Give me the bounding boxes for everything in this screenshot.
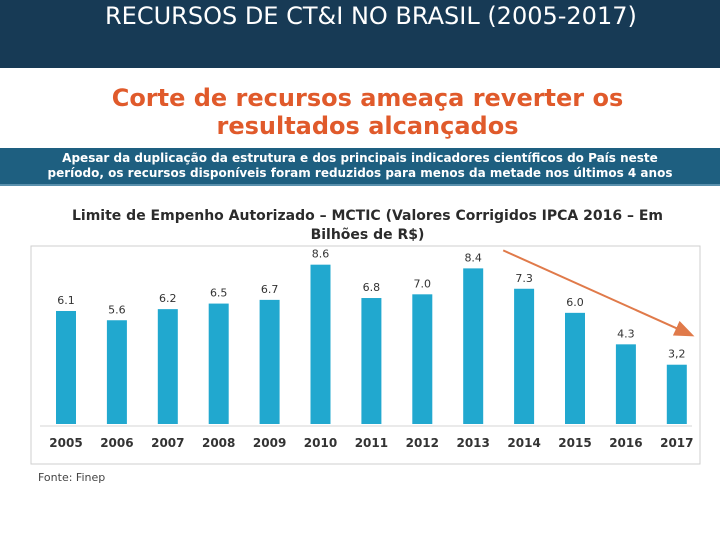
x-tick-2016: 2016 <box>609 436 642 450</box>
banner-line-2: período, os recursos disponíveis foram r… <box>47 166 673 180</box>
bar-2015 <box>565 312 585 424</box>
banner-text: Apesar da duplicação da estrutura e dos … <box>15 151 705 181</box>
source-note: Fonte: Finep <box>38 471 106 484</box>
data-label-2005: 6.1 <box>57 294 75 307</box>
data-label-2009: 6.7 <box>261 283 279 296</box>
trend-arrow <box>502 249 695 337</box>
x-tick-2014: 2014 <box>507 436 540 450</box>
header-bar: RECURSOS DE CT&I NO BRASIL (2005-2017) <box>0 0 720 68</box>
x-tick-2005: 2005 <box>49 436 82 450</box>
data-label-2010: 8.6 <box>312 248 330 261</box>
x-tick-2011: 2011 <box>355 436 388 450</box>
headline-line-2: resultados alcançados <box>216 112 519 140</box>
plot-frame <box>30 245 701 465</box>
bar-2005 <box>56 310 76 424</box>
headline: Corte de recursos ameaça reverter os res… <box>60 84 675 140</box>
bar-2017 <box>666 364 687 424</box>
data-label-2016: 4.3 <box>617 327 635 340</box>
data-label-2006: 5.6 <box>108 303 126 316</box>
chart-title-line-2: Bilhões de R$) <box>310 227 425 243</box>
bar-2016 <box>615 344 636 424</box>
chart-title: Limite de Empenho Autorizado – MCTIC (Va… <box>40 207 695 245</box>
x-tick-2010: 2010 <box>304 436 337 450</box>
x-tick-2008: 2008 <box>202 436 235 450</box>
chart-title-line-1: Limite de Empenho Autorizado – MCTIC (Va… <box>72 208 663 224</box>
data-label-2013: 8.4 <box>464 251 482 264</box>
x-tick-2012: 2012 <box>406 436 439 450</box>
data-label-2014: 7.3 <box>515 272 533 285</box>
x-tick-2007: 2007 <box>151 436 184 450</box>
bar-2013 <box>463 268 484 424</box>
summary-banner: Apesar da duplicação da estrutura e dos … <box>0 148 720 186</box>
banner-line-1: Apesar da duplicação da estrutura e dos … <box>62 151 658 165</box>
bar-2007 <box>157 309 178 424</box>
data-label-2008: 6.5 <box>210 287 228 300</box>
data-label-2011: 6.8 <box>363 281 381 294</box>
data-label-2015: 6.0 <box>566 296 584 309</box>
data-label-2012: 7.0 <box>414 277 432 290</box>
slide-title: RECURSOS DE CT&I NO BRASIL (2005-2017) <box>105 2 637 30</box>
bar-2012 <box>412 294 433 424</box>
x-tick-2006: 2006 <box>100 436 133 450</box>
bar-2009 <box>259 299 280 424</box>
x-tick-2017: 2017 <box>660 436 693 450</box>
data-label-2017: 3,2 <box>668 348 686 361</box>
x-tick-2013: 2013 <box>456 436 489 450</box>
bar-2011 <box>361 298 382 424</box>
bar-2008 <box>208 303 229 424</box>
bar-2006 <box>106 320 127 424</box>
data-label-2007: 6.2 <box>159 292 177 305</box>
x-tick-2015: 2015 <box>558 436 591 450</box>
bar-2014 <box>514 288 535 424</box>
headline-line-1: Corte de recursos ameaça reverter os <box>111 84 624 112</box>
x-tick-2009: 2009 <box>253 436 286 450</box>
bar-2010 <box>310 264 331 424</box>
